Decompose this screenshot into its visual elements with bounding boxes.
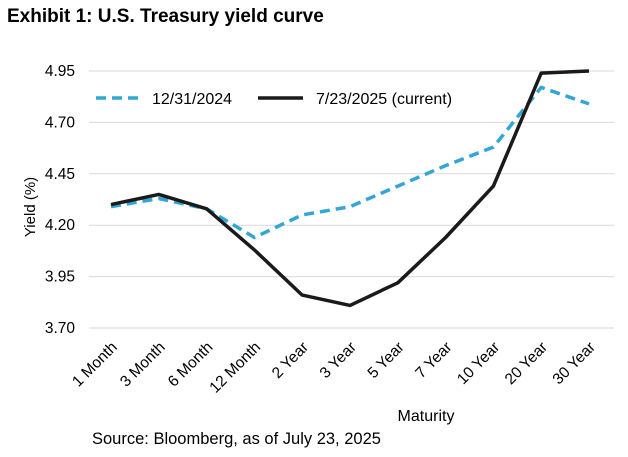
y-tick-label: 3.95 xyxy=(45,269,75,286)
x-axis-label: Maturity xyxy=(398,408,455,425)
legend-label: 7/23/2025 (current) xyxy=(316,91,452,108)
y-tick-label: 3.70 xyxy=(45,320,76,337)
y-tick-label: 4.20 xyxy=(45,217,76,234)
x-tick-label: 1 Month xyxy=(69,339,121,391)
x-tick-label: 7 Year xyxy=(412,339,455,382)
y-tick-label: 4.95 xyxy=(45,63,75,80)
source-note: Source: Bloomberg, as of July 23, 2025 xyxy=(92,430,381,448)
x-tick-label: 3 Month xyxy=(117,339,169,391)
series-line-1 xyxy=(110,69,590,308)
x-tick-label: 30 Year xyxy=(550,339,599,388)
x-tick-label: 2 Year xyxy=(269,339,312,382)
series-line-0 xyxy=(110,85,590,240)
y-tick-label: 4.70 xyxy=(45,114,76,131)
x-tick-label: 5 Year xyxy=(365,339,408,382)
y-tick-label: 4.45 xyxy=(45,166,75,183)
x-tick-label: 12 Month xyxy=(206,339,264,397)
x-tick-label: 20 Year xyxy=(502,339,551,388)
y-axis-label: Yield (%) xyxy=(22,177,39,237)
chart-title: Exhibit 1: U.S. Treasury yield curve xyxy=(7,6,324,27)
legend-label: 12/31/2024 xyxy=(152,91,232,108)
x-tick-label: 3 Year xyxy=(317,339,360,382)
x-tick-label: 10 Year xyxy=(454,339,503,388)
